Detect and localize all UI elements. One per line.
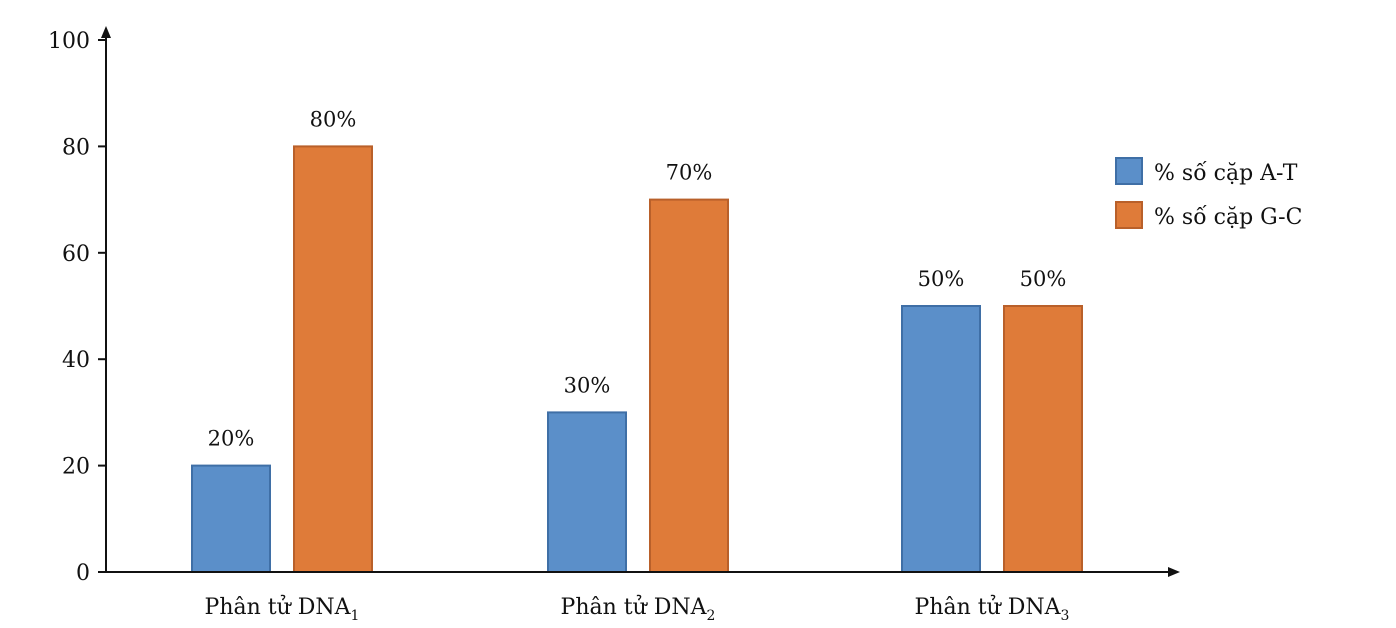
legend-swatch-2 <box>1115 201 1143 229</box>
x-axis-arrow <box>1168 567 1180 577</box>
bars-layer <box>191 145 1083 574</box>
bar-series1-cat2 <box>547 411 627 573</box>
data-label-series2-cat3: 50% <box>1020 267 1067 291</box>
bar-series1-cat1 <box>191 464 271 574</box>
bar-series2-cat2 <box>649 198 729 573</box>
bar-series2-cat3 <box>1003 305 1083 573</box>
legend-label-2: % số cặp G-C <box>1154 204 1302 230</box>
category-label-2: Phân tử DNA2 <box>561 594 716 624</box>
bar-series2-cat1 <box>293 145 373 573</box>
axes-layer <box>98 26 1180 577</box>
data-label-series1-cat1: 20% <box>208 427 255 451</box>
y-tick-label-100: 100 <box>48 29 90 54</box>
category-label-1: Phân tử DNA1 <box>205 594 360 624</box>
y-tick-label-80: 80 <box>62 135 90 160</box>
data-label-series1-cat3: 50% <box>918 267 965 291</box>
y-tick-label-20: 20 <box>62 455 90 480</box>
labels-layer: 20% 30% 50% 80% 70% 50% 0 20 40 60 80 100 Phân tử DN… <box>48 29 1069 624</box>
y-axis-arrow <box>101 26 111 38</box>
category-label-3: Phân tử DNA3 <box>915 594 1070 624</box>
y-tick-label-60: 60 <box>62 242 90 267</box>
data-label-series1-cat2: 30% <box>564 373 611 397</box>
data-label-series2-cat2: 70% <box>666 161 713 185</box>
y-tick-label-0: 0 <box>76 561 90 586</box>
legend-label-1: % số cặp A-T <box>1154 160 1298 186</box>
legend-swatch-1 <box>1115 157 1143 185</box>
y-tick-label-40: 40 <box>62 348 90 373</box>
data-label-series2-cat1: 80% <box>310 107 357 131</box>
legend: % số cặp A-T % số cặp G-C <box>1115 157 1302 230</box>
bar-series1-cat3 <box>901 305 981 573</box>
